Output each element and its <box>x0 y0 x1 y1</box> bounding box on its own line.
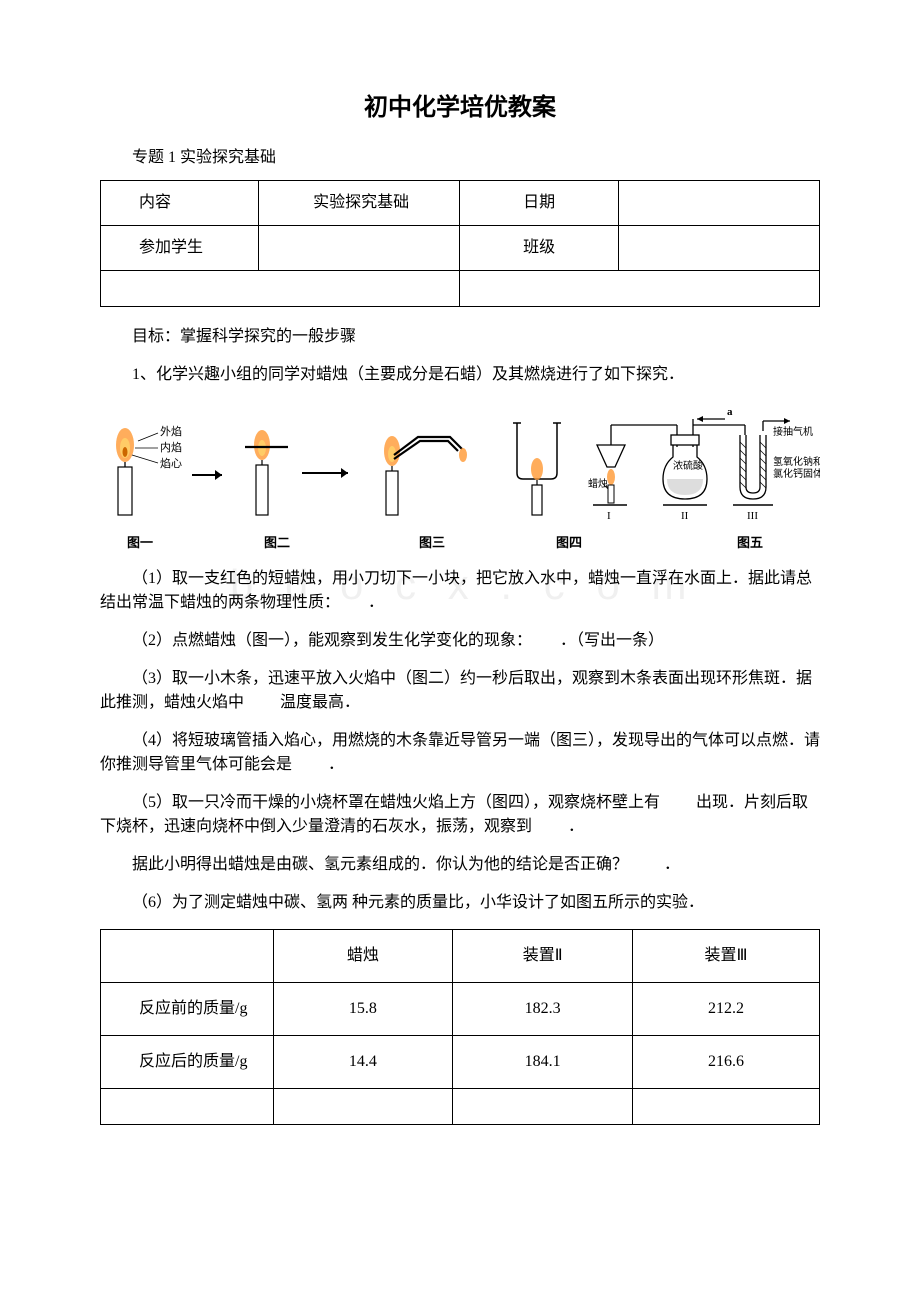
cell-students-label: 参加学生 <box>101 226 259 271</box>
label-roman-3: III <box>747 510 758 522</box>
label-solid-1: 氢氧化钠和 <box>773 455 820 468</box>
label-inner-flame: 内焰 <box>160 440 182 454</box>
cell-empty <box>633 1088 820 1124</box>
label-candle: 蜡烛 <box>588 477 608 490</box>
header-candle: 蜡烛 <box>273 929 453 982</box>
row-before-label: 反应前的质量/g <box>101 982 274 1035</box>
label-outer-flame: 外焰 <box>160 424 182 438</box>
cell-date-label: 日期 <box>460 181 618 226</box>
table-row: 内容 实验探究基础 日期 <box>101 181 820 226</box>
figure-five: 蜡烛 I a 浓硫酸 II <box>585 407 820 525</box>
candle-tube-svg <box>370 415 485 525</box>
cell-class-value <box>618 226 819 271</box>
label-pump: 接抽气机 <box>773 425 813 438</box>
cell-value: 216.6 <box>633 1035 820 1088</box>
table-row: 反应前的质量/g 15.8 182.3 212.2 <box>101 982 820 1035</box>
question-3: （3）取一小木条，迅速平放入火焰中（图二）约一秒后取出，观察到木条表面出现环形焦… <box>100 667 820 715</box>
figure-four <box>495 415 575 525</box>
candle-layers-svg: 外焰 内焰 焰心 <box>100 415 230 525</box>
header-empty <box>101 929 274 982</box>
fig-label-5: 图五 <box>710 533 790 553</box>
cell-empty <box>453 1088 633 1124</box>
fig-label-1: 图一 <box>110 533 170 553</box>
candle-stick-svg <box>240 415 360 525</box>
question-5: （5）取一只冷而干燥的小烧杯罩在蜡烛火焰上方（图四），观察烧杯壁上有 出现．片刻… <box>100 791 820 839</box>
data-table: 蜡烛 装置Ⅱ 装置Ⅲ 反应前的质量/g 15.8 182.3 212.2 反应后… <box>100 929 820 1125</box>
figure-three <box>370 415 485 525</box>
row-after-label: 反应后的质量/g <box>101 1035 274 1088</box>
question-intro: 1、化学兴趣小组的同学对蜡烛（主要成分是石蜡）及其燃烧进行了如下探究． <box>100 363 820 387</box>
label-roman-2: II <box>681 510 689 522</box>
cell-empty <box>273 1088 453 1124</box>
figure-row: 外焰 内焰 焰心 <box>100 407 820 525</box>
question-4: （4）将短玻璃管插入焰心，用燃烧的木条靠近导管另一端（图三），发现导出的气体可以… <box>100 729 820 777</box>
label-roman-1: I <box>607 510 611 522</box>
page-title: 初中化学培优教案 <box>100 90 820 126</box>
table-row: 反应后的质量/g 14.4 184.1 216.6 <box>101 1035 820 1088</box>
goal-text: 目标：掌握科学探究的一般步骤 <box>100 325 820 349</box>
table-row: 蜡烛 装置Ⅱ 装置Ⅲ <box>101 929 820 982</box>
cell-value: 182.3 <box>453 982 633 1035</box>
figure-labels-row: 图一 图二 图三 图四 图五 <box>100 533 820 553</box>
fig-label-3: 图三 <box>402 533 462 553</box>
cell-content-label: 内容 <box>101 181 259 226</box>
table-row <box>101 271 820 307</box>
subtitle: 专题 1 实验探究基础 <box>100 146 820 170</box>
cell-value: 15.8 <box>273 982 453 1035</box>
question-5b: 据此小明得出蜡烛是由碳、氢元素组成的．你认为他的结论是否正确？ ． <box>100 853 820 877</box>
header-device3: 装置Ⅲ <box>633 929 820 982</box>
cell-date-value <box>618 181 819 226</box>
fig-label-2: 图二 <box>247 533 307 553</box>
table-row: 参加学生 班级 <box>101 226 820 271</box>
question-2: （2）点燃蜡烛（图一），能观察到发生化学变化的现象： ．（写出一条） <box>100 629 820 653</box>
label-flame-core: 焰心 <box>160 456 182 470</box>
table-row <box>101 1088 820 1124</box>
label-a: a <box>727 407 733 418</box>
fig-label-4: 图四 <box>539 533 599 553</box>
cell-empty <box>101 1088 274 1124</box>
cell-content-value: 实验探究基础 <box>259 181 460 226</box>
question-6: （6）为了测定蜡烛中碳、氢两 种元素的质量比，小华设计了如图五所示的实验． <box>100 891 820 915</box>
cell-value: 14.4 <box>273 1035 453 1088</box>
figure-one: 外焰 内焰 焰心 <box>100 415 230 525</box>
cell-students-value <box>259 226 460 271</box>
info-table: 内容 实验探究基础 日期 参加学生 班级 <box>100 180 820 307</box>
apparatus-svg: 蜡烛 I a 浓硫酸 II <box>585 407 820 525</box>
header-device2: 装置Ⅱ <box>453 929 633 982</box>
cell-empty <box>101 271 460 307</box>
question-1: （1）取一支红色的短蜡烛，用小刀切下一小块，把它放入水中，蜡烛一直浮在水面上．据… <box>100 567 820 615</box>
cell-value: 212.2 <box>633 982 820 1035</box>
cell-class-label: 班级 <box>460 226 618 271</box>
beaker-candle-svg <box>495 415 575 525</box>
cell-empty <box>460 271 820 307</box>
label-acid: 浓硫酸 <box>673 459 703 472</box>
label-solid-2: 氯化钙固体 <box>773 467 820 480</box>
figure-two <box>240 415 360 525</box>
cell-value: 184.1 <box>453 1035 633 1088</box>
